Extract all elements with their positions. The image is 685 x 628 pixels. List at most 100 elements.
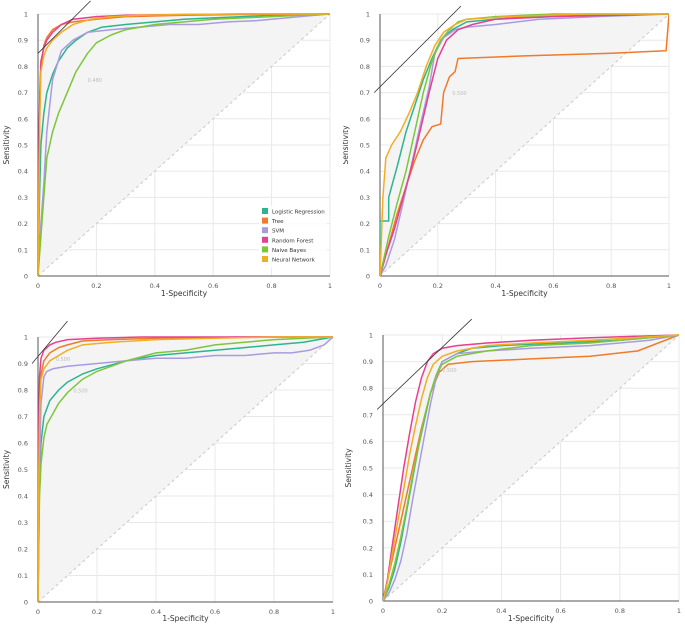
y-tick-label: 0.3 [360,194,370,202]
roc-line-svm [38,336,333,602]
x-tick-label: 0.6 [208,282,218,290]
x-tick-label: 0.4 [151,608,161,616]
legend-swatch [262,236,268,243]
y-tick-label: 0.4 [363,491,373,499]
y-tick-label: 0.3 [18,194,28,202]
chance-diagonal [382,334,680,602]
x-tick-label: 0 [36,282,40,290]
roc-line-naive-bayes [38,13,330,276]
legend-label: Random Forest [272,238,314,244]
roc-chart-top-left: 0 0.2 0.4 0.6 0.8 1 0 0.1 0.2 0.3 0.4 0.5 0.6 0.7 0.8 0… [2,0,332,298]
threshold-line [37,0,91,54]
roc-line-naive-bayes [383,334,679,601]
roc-chart-bottom-right: 0 0.2 0.4 0.6 0.8 1 0 0.1 0.2 0.3 0.4 0.5 0.6 0.7 0.8 0… [344,318,681,623]
y-tick-label: 0.9 [363,358,373,366]
y-tick-label: 0.5 [363,465,373,473]
y-tick-label: 0.7 [18,89,28,97]
x-tick-label: 1 [677,607,681,615]
y-tick-label: 0.6 [363,438,373,446]
x-tick-label: 0 [378,282,382,290]
y-tick-label: 1 [366,11,370,19]
roc-line-logistic-regression [380,13,669,276]
x-tick-label: 0.2 [433,282,443,290]
legend-swatch [262,246,268,253]
roc-line-random-forest [38,336,333,602]
y-tick-label: 0 [24,599,28,607]
legend-label: SVM [272,229,284,235]
x-tick-label: 1 [331,608,335,616]
roc-line-svm [38,13,330,276]
threshold-annotation: 0.480 [88,78,102,84]
y-tick-label: 0.4 [18,493,28,501]
legend-label: Neural Network [272,258,316,264]
legend-swatch [262,217,268,224]
roc-line-neural-network [380,13,669,276]
x-axis-title: 1-Specificity [501,289,548,298]
x-tick-label: 0.8 [615,607,625,615]
x-axis-title: 1-Specificity [161,289,208,298]
y-tick-label: 0.7 [363,411,373,419]
x-tick-label: 0 [381,607,385,615]
y-tick-label: 0.3 [18,519,28,527]
chance-diagonal [379,13,670,277]
y-tick-label: 1 [24,334,28,342]
legend-swatch [262,256,268,262]
x-tick-label: 0.6 [555,607,565,615]
y-tick-label: 0.8 [18,387,28,395]
x-tick-label: 0.4 [490,282,500,290]
chance-diagonal [37,13,331,277]
x-tick-label: 0 [36,608,40,616]
roc-line-random-forest [383,334,679,601]
chance-diagonal [37,336,334,603]
x-tick-label: 0.8 [266,282,276,290]
y-tick-label: 0.8 [18,63,28,71]
y-tick-label: 0.2 [18,220,28,228]
threshold-line [31,320,68,364]
roc-line-logistic-regression [38,336,333,602]
y-tick-label: 0.4 [360,168,370,176]
y-tick-label: 0.7 [360,89,370,97]
y-tick-label: 0.8 [360,63,370,71]
y-tick-label: 0.1 [18,572,28,580]
y-tick-label: 1 [24,11,28,19]
threshold-line [376,318,473,410]
y-tick-label: 0.2 [360,220,370,228]
roc-line-neural-network [38,13,330,276]
threshold-annotation: 0.500 [56,357,70,363]
y-tick-label: 0.7 [18,413,28,421]
roc-line-svm [383,334,679,601]
legend-swatch [262,227,268,234]
threshold-annotation: 0.500 [442,368,456,374]
threshold-line [373,5,462,93]
roc-line-naive-bayes [38,336,333,602]
y-tick-label: 0.1 [363,571,373,579]
y-tick-label: 0.5 [18,142,28,150]
y-axis-title: Sensitivity [2,449,11,489]
y-axis-title: Sensitivity [344,448,353,488]
x-tick-label: 0.2 [92,608,102,616]
legend-label: Logistic Regression [272,210,325,216]
y-tick-label: 0.4 [18,168,28,176]
threshold-annotation: 0.500 [73,389,87,395]
legend-swatch [262,208,268,214]
x-tick-label: 0.6 [210,608,220,616]
y-tick-label: 0 [366,273,370,281]
x-tick-label: 0.2 [437,607,447,615]
x-tick-label: 0.4 [150,282,160,290]
y-tick-label: 0.6 [360,115,370,123]
threshold-annotation: 0.500 [452,91,466,97]
y-tick-label: 0.1 [360,246,370,254]
y-tick-label: 0.2 [363,544,373,552]
y-tick-label: 0.5 [18,466,28,474]
y-tick-label: 0.6 [18,440,28,448]
roc-chart-bottom-left: 0 0.2 0.4 0.6 0.8 1 0 0.1 0.2 0.3 0.4 0.5 0.6 0.7 0.8 0… [2,320,335,623]
y-tick-label: 0.3 [363,518,373,526]
roc-line-random-forest [380,13,669,276]
roc-line-neural-network [38,336,333,602]
y-tick-label: 1 [369,332,373,340]
axes [382,335,679,602]
roc-line-neural-network [383,334,679,601]
x-tick-label: 0.2 [91,282,101,290]
y-tick-label: 0 [369,598,373,606]
